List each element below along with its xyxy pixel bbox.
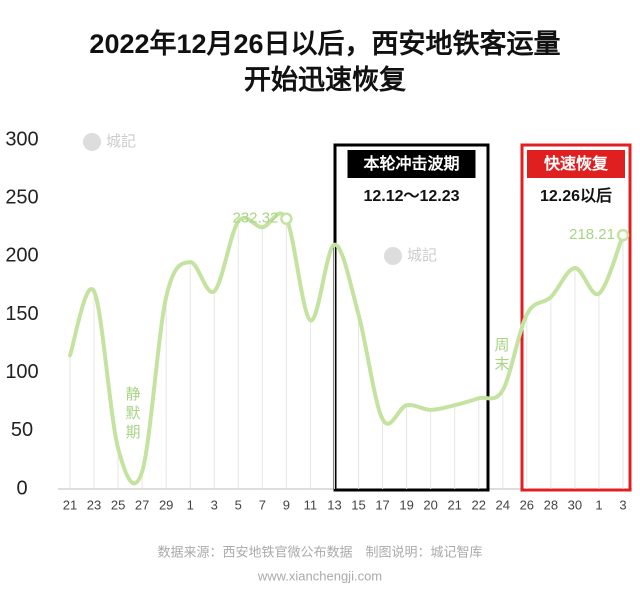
x-tick-label: 7 xyxy=(259,497,266,512)
y-tick-label: 150 xyxy=(5,303,38,325)
x-tick-label: 28 xyxy=(544,497,558,512)
x-tick-label: 3 xyxy=(619,497,626,512)
annotation: 末 xyxy=(494,356,509,373)
period-header xyxy=(347,150,476,178)
y-tick-label: 250 xyxy=(5,186,38,208)
x-tick-label: 29 xyxy=(159,497,173,512)
x-tick-label: 24 xyxy=(496,497,510,512)
watermark-text: 城記 xyxy=(407,247,437,264)
y-tick-label: 300 xyxy=(5,128,38,150)
x-tick-label: 21 xyxy=(63,497,77,512)
watermark: 城記 城記 xyxy=(83,133,437,265)
x-tick-label: 23 xyxy=(87,497,101,512)
point-marker xyxy=(280,212,293,225)
value-label: 218.21 xyxy=(569,226,615,243)
period-box xyxy=(333,143,490,492)
website: www.xianchengji.com xyxy=(257,568,382,583)
y-tick-label: 50 xyxy=(11,419,33,441)
chart-title: 2022年12月26日以后，西安地铁客运量 xyxy=(89,28,560,59)
x-tick-label: 19 xyxy=(399,497,413,512)
watermark-text: 城記 xyxy=(106,133,136,150)
x-tick-label: 15 xyxy=(351,497,365,512)
x-tick-label: 21 xyxy=(447,497,461,512)
x-tick-label: 5 xyxy=(235,497,242,512)
x-tick-label: 27 xyxy=(135,497,149,512)
x-tick-label: 9 xyxy=(283,497,290,512)
period-header xyxy=(527,150,625,178)
x-tick-label: 20 xyxy=(423,497,437,512)
x-tick-label: 22 xyxy=(472,497,486,512)
x-tick-label: 1 xyxy=(187,497,194,512)
x-tick-label: 25 xyxy=(111,497,125,512)
value-label: 232.32 xyxy=(233,210,279,227)
y-tick-label: 100 xyxy=(5,361,38,383)
watermark-icon xyxy=(384,247,402,265)
period-text: 12.26以后 xyxy=(540,187,612,205)
annotation: 默 xyxy=(125,405,140,422)
x-tick-label: 11 xyxy=(304,497,318,512)
x-tick-label: 1 xyxy=(595,497,602,512)
annotation: 周 xyxy=(494,337,509,354)
period-box xyxy=(520,143,632,492)
period-title: 本轮冲击波期 xyxy=(363,154,459,173)
annotation: 静 xyxy=(125,386,140,403)
x-tick-label: 17 xyxy=(375,497,389,512)
point-marker xyxy=(616,228,630,242)
x-tick-label: 13 xyxy=(327,497,341,512)
x-tick-label: 30 xyxy=(568,497,582,512)
watermark-icon xyxy=(83,133,101,151)
x-tick-label: 3 xyxy=(211,497,218,512)
period-text: 12.12～12.23 xyxy=(363,188,459,205)
line xyxy=(68,211,625,486)
source: 数据来源：西安地铁官微公布数据 制图说明：城记智库 xyxy=(157,544,482,559)
y-tick-label: 0 xyxy=(16,477,27,499)
chart-title: 开始迅速恢复 xyxy=(244,64,407,95)
y-tick-label: 200 xyxy=(5,245,38,267)
period-title: 快速恢复 xyxy=(544,154,609,173)
x-tick-label: 26 xyxy=(520,497,534,512)
annotation: 期 xyxy=(125,424,140,441)
